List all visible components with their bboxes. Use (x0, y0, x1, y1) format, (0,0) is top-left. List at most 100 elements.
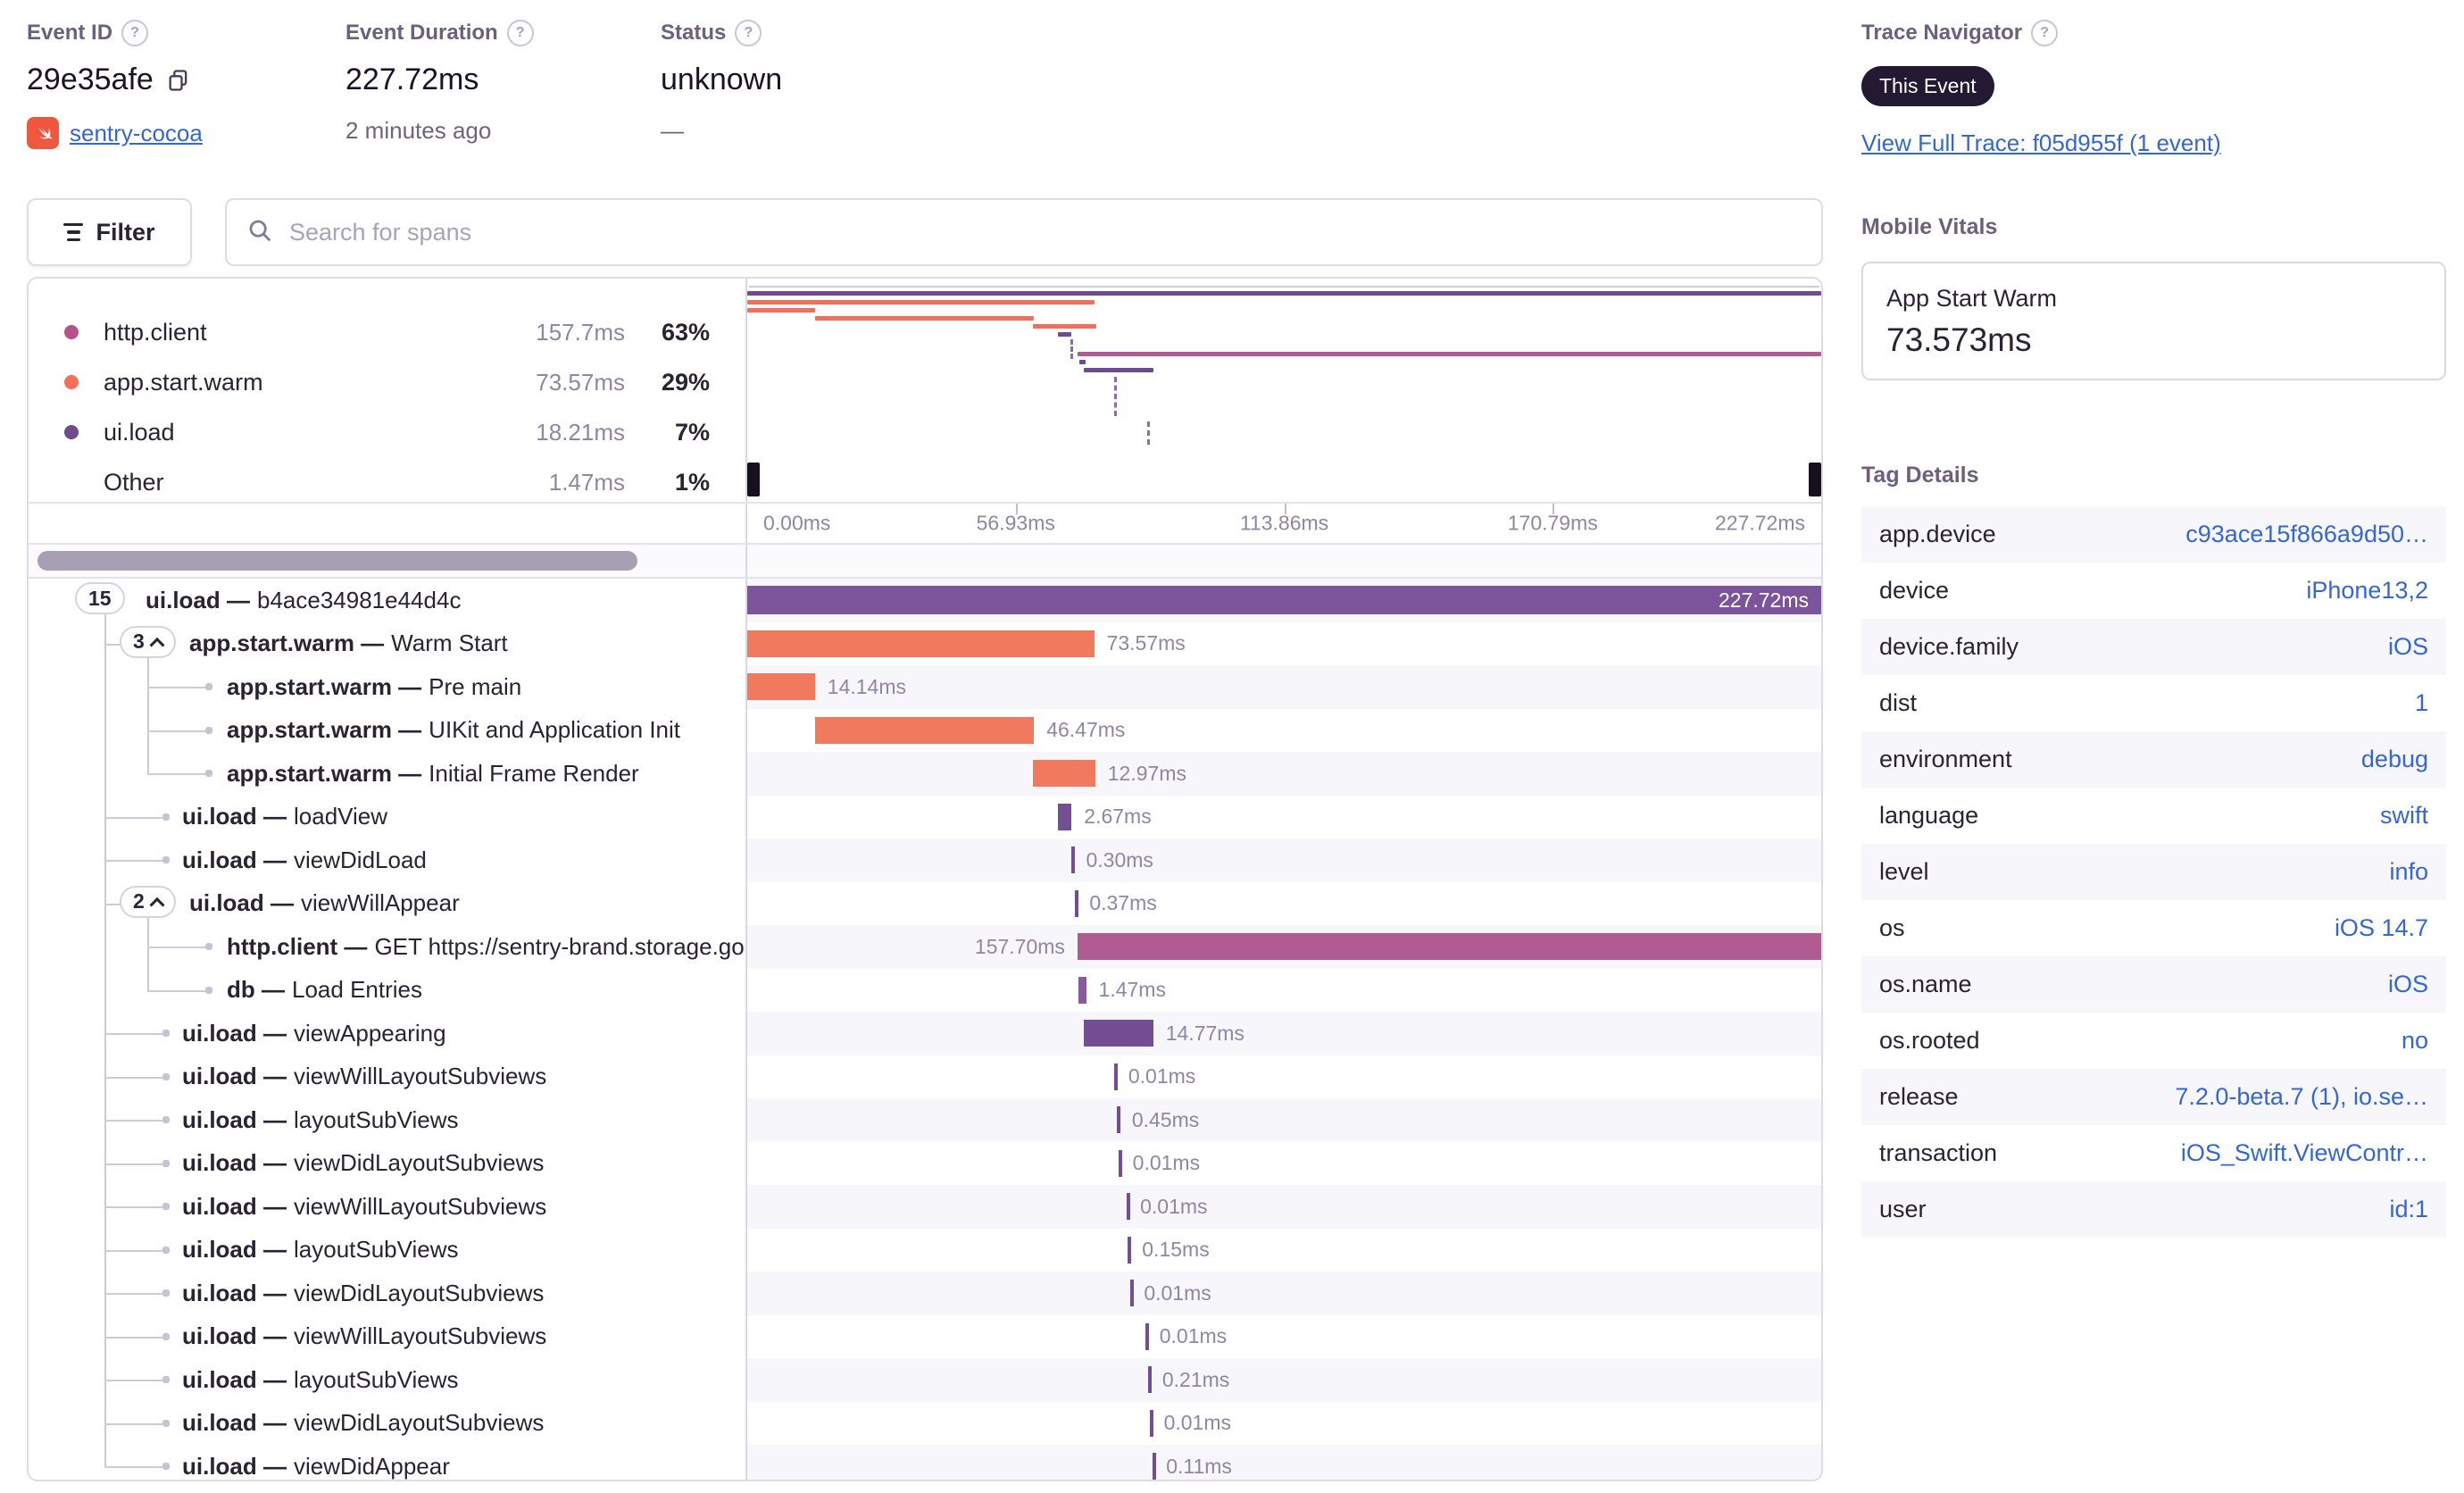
chevron-up-icon (149, 637, 165, 653)
span-bar[interactable] (1119, 1149, 1123, 1177)
trace-navigator-label-text: Trace Navigator (1861, 21, 2023, 45)
minimap-left-handle[interactable] (747, 463, 760, 496)
span-row-app-start-warm[interactable]: app.start.warm — UIKit and Application In… (29, 708, 1821, 753)
event-id-section: Event ID ? 29e35afe sentry-cocoa (27, 20, 330, 149)
tag-value-link[interactable]: debug (2360, 746, 2428, 772)
span-row-ui-load[interactable]: ui.load — viewWillLayoutSubviews 0.01ms (29, 1055, 1821, 1098)
span-bar[interactable] (814, 716, 1035, 744)
span-bar[interactable] (747, 586, 1821, 614)
span-bar[interactable] (1077, 933, 1821, 960)
help-icon[interactable]: ? (735, 20, 762, 46)
span-bar[interactable] (1114, 1063, 1119, 1090)
tag-value-link[interactable]: info (2389, 858, 2428, 885)
help-icon[interactable]: ? (2031, 20, 2059, 46)
copy-icon[interactable] (166, 68, 191, 93)
search-input[interactable] (287, 217, 1802, 247)
help-icon[interactable]: ? (506, 20, 534, 46)
time-axis-row: 0.00ms 56.93ms 113.86ms 170.79ms 227.72ms (29, 504, 1821, 545)
legend-item-http-client[interactable]: http.client 157.7ms 63% (29, 307, 745, 357)
span-bar[interactable] (1145, 1322, 1150, 1350)
tag-value-link[interactable]: no (2401, 1027, 2428, 1054)
legend-item-app-start-warm[interactable]: app.start.warm 73.57ms 29% (29, 357, 745, 407)
tag-value-link[interactable]: iOS 14.7 (2334, 914, 2428, 941)
legend-op-percent: 29% (661, 368, 710, 396)
span-row-ui-load[interactable]: ui.load — layoutSubViews 0.21ms (29, 1358, 1821, 1402)
span-row-ui-load[interactable]: ui.load — viewDidLayoutSubviews 0.01ms (29, 1272, 1821, 1315)
project-link[interactable]: sentry-cocoa (70, 119, 203, 146)
scrollbar-track[interactable] (29, 545, 747, 577)
span-row-ui-load[interactable]: ui.load — viewDidAppear 0.11ms (29, 1445, 1821, 1480)
span-description: UIKit and Application Init (429, 716, 681, 744)
span-row-ui-load[interactable]: ui.load — viewDidLayoutSubviews 0.01ms (29, 1141, 1821, 1185)
tag-value-link[interactable]: iOS (2387, 633, 2428, 660)
span-row-ui-load[interactable]: ui.load — layoutSubViews 0.15ms (29, 1228, 1821, 1272)
span-bar[interactable] (1129, 1280, 1134, 1306)
span-bar[interactable] (1074, 889, 1078, 917)
span-row-ui-load[interactable]: ui.load — loadView 2.67ms (29, 795, 1821, 838)
tag-key: environment (1879, 746, 2012, 772)
span-bar[interactable] (1147, 1366, 1152, 1393)
tag-value-link[interactable]: iOS (2387, 971, 2428, 997)
tag-value-link[interactable]: 1 (2414, 689, 2428, 716)
span-duration: 46.47ms (1046, 718, 1126, 742)
tag-value-link[interactable]: swift (2380, 802, 2428, 829)
span-bar[interactable] (1071, 847, 1076, 873)
span-row-db[interactable]: db — Load Entries 1.47ms (29, 968, 1821, 1012)
help-icon[interactable]: ? (121, 20, 149, 46)
span-description: layoutSubViews (294, 1105, 459, 1133)
span-duration: 0.37ms (1089, 891, 1157, 915)
span-bar-cell: 46.47ms (747, 709, 1821, 753)
view-full-trace-link[interactable]: View Full Trace: f05d955f (1 event) (1861, 129, 2221, 156)
tag-value-link[interactable]: iPhone13,2 (2306, 577, 2428, 604)
span-row-http-client[interactable]: http.client — GET https://sentry-brand.st… (29, 925, 1821, 969)
span-row-app-start-warm[interactable]: app.start.warm — Initial Frame Render 12.9… (29, 752, 1821, 796)
span-op: ui.load — (182, 1409, 287, 1437)
tag-value-link[interactable]: 7.2.0-beta.7 (1), io.se… (2175, 1083, 2428, 1110)
span-row-app-start-warm[interactable]: app.start.warm — Pre main 14.14ms (29, 665, 1821, 709)
span-bar[interactable] (747, 630, 1095, 657)
span-bar[interactable] (1116, 1106, 1120, 1133)
minimap-span-bar (814, 316, 1035, 321)
legend-item-ui-load[interactable]: ui.load 18.21ms 7% (29, 407, 745, 457)
span-bar[interactable] (1083, 1020, 1153, 1047)
span-row-ui-load[interactable]: ui.load — viewWillLayoutSubviews 0.01ms (29, 1185, 1821, 1229)
span-row-ui-load[interactable]: ui.load — viewAppearing 14.77ms (29, 1012, 1821, 1055)
scrollbar-thumb[interactable] (37, 551, 637, 571)
span-count-pill[interactable]: 15 (75, 582, 125, 614)
filter-button[interactable]: Filter (27, 198, 192, 266)
span-row-ui-load[interactable]: ui.load — viewDidLayoutSubviews 0.01ms (29, 1401, 1821, 1445)
span-bar[interactable] (1078, 976, 1086, 1004)
span-bar[interactable] (1128, 1236, 1132, 1264)
span-description: Pre main (429, 672, 522, 700)
span-count-pill[interactable]: 2 (120, 885, 176, 918)
span-bar[interactable] (747, 673, 815, 700)
trace-minimap[interactable] (747, 279, 1821, 502)
span-bar[interactable] (1032, 760, 1095, 787)
legend-item-Other[interactable]: Other 1.47ms 1% (29, 457, 745, 507)
event-id-label: Event ID ? (27, 20, 330, 46)
tag-value-link[interactable]: c93ace15f866a9d50… (2185, 521, 2428, 547)
span-bar[interactable] (1152, 1453, 1156, 1480)
tree-connector-dot (162, 1289, 170, 1297)
span-bar[interactable] (1126, 1193, 1130, 1220)
tag-value-link[interactable]: iOS_Swift.ViewContr… (2180, 1139, 2428, 1166)
span-count-pill[interactable]: 3 (120, 625, 176, 658)
span-row-ui-load[interactable]: 2 ui.load — viewWillAppear 0.37ms (29, 881, 1821, 925)
span-row-ui-load[interactable]: ui.load — viewWillLayoutSubviews 0.01ms (29, 1314, 1821, 1358)
span-row-ui-load[interactable]: 15 ui.load — b4ace34981e44d4c 227.72ms (29, 579, 1821, 622)
this-event-badge[interactable]: This Event (1861, 66, 1994, 106)
tree-connector-dot (205, 943, 212, 950)
span-label: ui.load — viewWillLayoutSubviews (182, 1185, 546, 1229)
tag-row-app-device: app.device c93ace15f866a9d50… (1861, 506, 2446, 563)
span-bar[interactable] (1150, 1409, 1154, 1437)
span-description: loadView (294, 803, 388, 830)
tree-guide-line (147, 917, 149, 990)
span-bar-cell: 0.01ms (747, 1272, 1821, 1315)
span-row-ui-load[interactable]: ui.load — layoutSubViews 0.45ms (29, 1098, 1821, 1142)
tag-details-title: Tag Details (1861, 463, 1979, 488)
minimap-right-handle[interactable] (1809, 463, 1821, 496)
span-bar[interactable] (1057, 803, 1072, 830)
span-row-ui-load[interactable]: ui.load — viewDidLoad 0.30ms (29, 838, 1821, 882)
tag-value-link[interactable]: id:1 (2389, 1196, 2428, 1222)
span-row-app-start-warm[interactable]: 3 app.start.warm — Warm Start 73.57ms (29, 621, 1821, 665)
